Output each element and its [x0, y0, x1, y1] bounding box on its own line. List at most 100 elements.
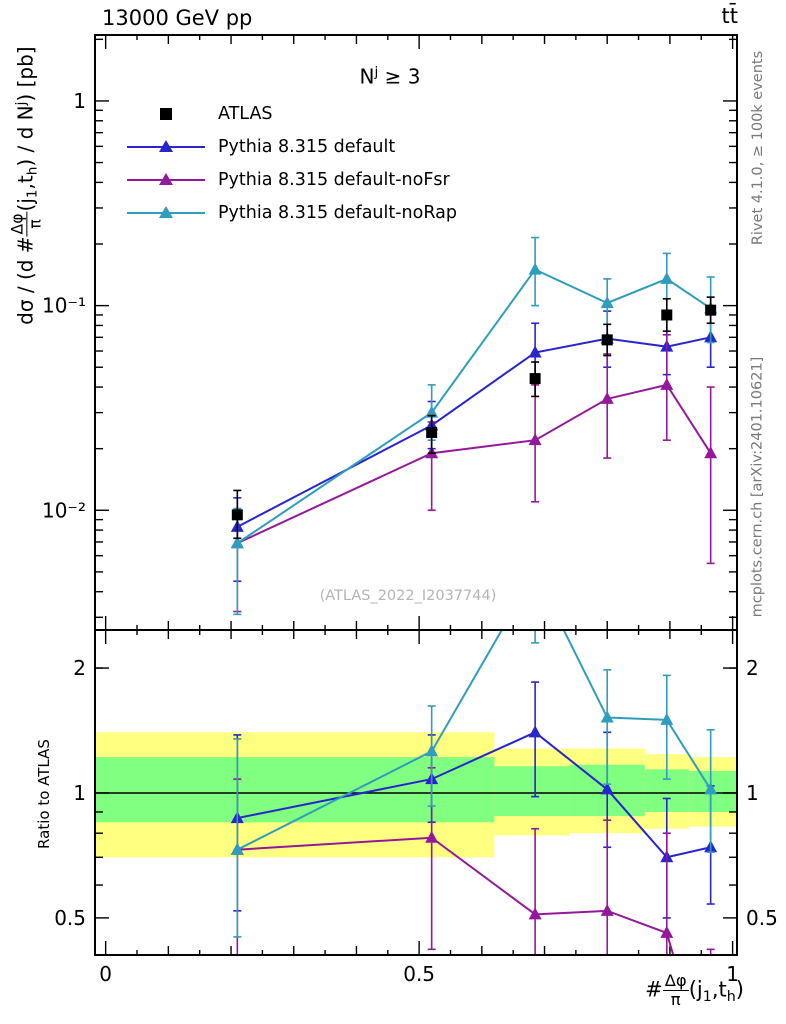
cut-annotation: Nj ≥ 3	[295, 64, 485, 88]
ratio-series-pythia-8-315-default-norap	[230, 565, 718, 938]
xlabel-part: (j	[688, 977, 703, 1002]
ylabel-part: ) [pb]	[13, 46, 38, 102]
xtick-label: 0.5	[403, 962, 435, 986]
ylabel-subscript: h	[24, 166, 41, 176]
marker-triangle	[600, 391, 614, 404]
ylabel-part: dσ / (d #	[13, 236, 38, 325]
ratio-ytick-label: 1	[73, 781, 86, 805]
marker-square	[529, 373, 541, 385]
main-ytick-label: 10⁻²	[42, 498, 86, 522]
cut-rest: ≥ 3	[378, 64, 421, 89]
xtick-label: 0	[99, 962, 112, 986]
marker-triangle	[704, 782, 718, 795]
marker-triangle	[600, 782, 614, 795]
triangle-marker-icon	[159, 206, 173, 218]
band-green	[494, 766, 570, 817]
marker-triangle	[704, 446, 718, 459]
legend-sample	[127, 201, 205, 225]
axis-ticks	[95, 35, 737, 955]
ratio-y-axis-label: Ratio to ATLAS	[35, 739, 53, 849]
marker-triangle	[425, 405, 439, 418]
legend: ATLAS Pythia 8.315 default Pythia 8.315 …	[127, 102, 457, 234]
ratio-ytick-label-right: 2	[746, 656, 759, 680]
marker-triangle	[600, 295, 614, 308]
series-line	[236, 336, 711, 528]
cut-superscript: j	[374, 64, 379, 80]
ylabel-part: ,t	[13, 175, 38, 190]
marker-square	[705, 304, 717, 316]
ratio-ytick-label-right: 1	[746, 781, 759, 805]
series-line	[236, 383, 712, 545]
marker-triangle	[230, 842, 244, 855]
xlabel-part: ,t	[711, 977, 727, 1002]
legend-label: Pythia 8.315 default	[218, 137, 396, 157]
marker-triangle	[528, 345, 542, 358]
rivet-version-credit: Rivet 4.1.0, ≥ 100k events	[750, 50, 766, 246]
marker-triangle	[230, 536, 244, 549]
main-series-pythia-8-315-default-norap	[230, 236, 718, 616]
triangle-marker-icon	[159, 173, 173, 185]
marker-triangle	[528, 433, 542, 446]
xtick-label: 1	[726, 962, 739, 986]
legend-label: ATLAS	[218, 104, 273, 124]
xlabel-subscript: h	[726, 988, 736, 1005]
main-series-pythia-8-315-default	[230, 309, 718, 583]
marker-square	[426, 426, 438, 438]
main-series-pythia-8-315-default-nofsr	[230, 334, 718, 613]
series-line	[237, 731, 711, 859]
legend-item-pythia-nofsr: Pythia 8.315 default-noFsr	[127, 168, 457, 192]
ylabel-part: (j	[13, 198, 38, 212]
fraction-denominator: π	[26, 219, 45, 229]
series-line	[237, 836, 675, 955]
main-series-atlas	[231, 296, 717, 540]
marker-square	[601, 334, 613, 346]
ratio-ytick-label: 2	[73, 656, 86, 680]
series-line	[236, 630, 712, 851]
legend-item-pythia-norap: Pythia 8.315 default-noRap	[127, 201, 457, 225]
fraction-denominator: π	[670, 990, 681, 1009]
ylabel-part: ) / d N	[13, 105, 38, 167]
band-green	[95, 757, 369, 823]
cut-base: N	[359, 64, 375, 89]
marker-triangle	[529, 565, 542, 577]
ylabel-superscript: j	[13, 101, 30, 106]
ylabel-fraction: Δφ π	[8, 211, 45, 237]
xlabel-part: )	[735, 977, 744, 1002]
xlabel-fraction: Δφ π	[662, 971, 689, 1009]
fraction-numerator: Δφ	[8, 211, 28, 237]
x-axis-label: # Δφ π (j1,th)	[645, 971, 744, 1009]
legend-sample	[127, 135, 205, 159]
main-ytick-label: 10⁻¹	[42, 294, 86, 318]
main-ytick-label: 1	[73, 89, 86, 113]
ratio-ytick-label: 0.5	[54, 906, 86, 930]
xlabel-part: #	[645, 977, 663, 1002]
fraction-numerator: Δφ	[662, 971, 689, 991]
marker-triangle	[528, 907, 542, 920]
triangle-marker-icon	[159, 140, 173, 152]
analysis-watermark: (ATLAS_2022_I2037744)	[319, 588, 497, 604]
marker-triangle	[600, 710, 614, 723]
beam-energy-title: 13000 GeV pp	[102, 6, 253, 30]
marker-triangle	[660, 712, 674, 725]
legend-sample	[127, 102, 205, 126]
process-label: tt̄	[721, 4, 738, 28]
marker-triangle	[660, 271, 674, 284]
square-marker-icon	[160, 108, 172, 120]
legend-item-atlas: ATLAS	[127, 102, 457, 126]
marker-square	[661, 309, 673, 321]
legend-item-pythia-default: Pythia 8.315 default	[127, 135, 457, 159]
legend-sample	[127, 168, 205, 192]
marker-triangle	[600, 903, 614, 916]
marker-triangle	[528, 262, 542, 275]
mcplots-credit: mcplots.cern.ch [arXiv:2401.10621]	[749, 356, 766, 618]
marker-triangle	[425, 744, 439, 757]
ratio-panel-frame	[94, 629, 738, 956]
legend-label: Pythia 8.315 default-noRap	[218, 203, 457, 223]
legend-label: Pythia 8.315 default-noFsr	[218, 170, 450, 190]
marker-triangle	[528, 725, 542, 738]
ylabel-subscript: 1	[24, 189, 41, 199]
xlabel-subscript: 1	[702, 988, 712, 1005]
marker-square	[231, 509, 243, 521]
